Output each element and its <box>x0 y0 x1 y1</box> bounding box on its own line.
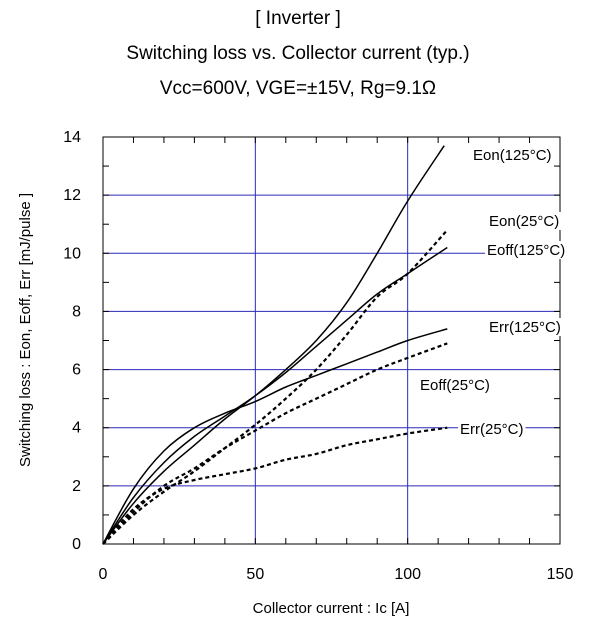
series-label: Eoff(125°C) <box>487 242 565 259</box>
y-tick-label: 14 <box>63 129 81 146</box>
chart-conditions: Vcc=600V, VGE=±15V, Rg=9.1Ω <box>160 78 436 99</box>
plot-frame <box>102 136 561 545</box>
chart-title: [ Inverter ] <box>255 8 341 29</box>
series-label: Eon(125°C) <box>473 147 552 164</box>
y-axis-label: Switching loss : Eon, Eoff, Err [mJ/puls… <box>17 193 34 467</box>
series-line <box>102 145 445 545</box>
series-labels: Eon(125°C) Eon(25°C) Eoff(125°C) Err(125°C)… <box>418 146 568 438</box>
x-tick-label: 50 <box>246 566 264 583</box>
series-label-bg <box>471 146 554 164</box>
y-tick-label: 0 <box>72 536 81 553</box>
series-label: Err(25°C) <box>460 421 524 438</box>
y-tick-label: 2 <box>72 478 81 495</box>
series-line <box>102 342 448 545</box>
series-line <box>102 246 448 545</box>
x-axis-label: Collector current : Ic [A] <box>253 600 410 617</box>
y-tick-label: 12 <box>63 187 81 204</box>
series-line <box>102 426 448 545</box>
series-label-bg <box>487 212 562 230</box>
series-label-bg <box>487 318 563 336</box>
series-label: Eon(25°C) <box>489 213 559 230</box>
x-tick-labels: 0 50 100 150 <box>99 566 574 583</box>
series-label: Eoff(25°C) <box>420 377 490 394</box>
series-line <box>102 229 449 545</box>
x-tick-label: 100 <box>394 566 421 583</box>
y-tick-label: 8 <box>72 303 81 320</box>
chart-subtitle: Switching loss vs. Collector current (ty… <box>126 43 469 64</box>
minor-ticks <box>102 136 561 545</box>
series-line <box>102 328 448 545</box>
series-label: Err(125°C) <box>489 319 561 336</box>
y-tick-label: 6 <box>72 362 81 379</box>
x-tick-label: 150 <box>547 566 574 583</box>
y-tick-labels: 0 2 4 6 8 10 12 14 <box>63 129 81 553</box>
series-label-bg <box>485 241 568 259</box>
grid <box>103 137 560 544</box>
series-label-bg <box>418 376 492 394</box>
y-tick-label: 10 <box>63 245 81 262</box>
x-tick-label: 0 <box>99 566 108 583</box>
series-label-bg <box>458 420 526 438</box>
y-tick-label: 4 <box>72 420 81 437</box>
series-lines <box>102 145 449 545</box>
